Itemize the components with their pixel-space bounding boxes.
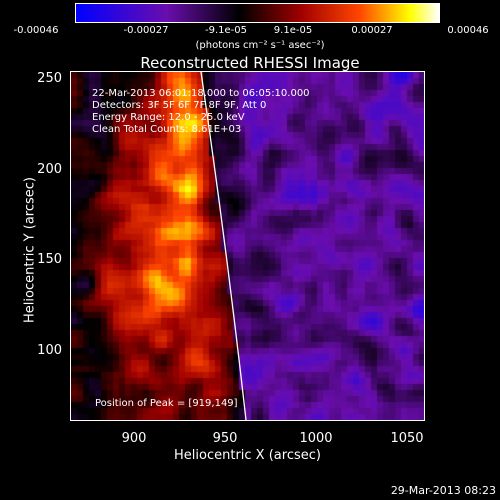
info-detectors: Detectors: 3F 5F 6F 7F 8F 9F, Att 0 xyxy=(92,100,267,111)
peak-position-label: Position of Peak = [919,149] xyxy=(95,398,238,409)
colorbar-tick: 0.00027 xyxy=(351,25,393,36)
colorbar-tick: 0.00046 xyxy=(447,25,489,36)
limb-overlay xyxy=(200,72,247,420)
info-energy-range: Energy Range: 12.0 - 25.0 keV xyxy=(92,112,245,123)
chart-title: Reconstructed RHESSI Image xyxy=(140,54,360,72)
heatmap-image xyxy=(71,72,424,420)
y-tick-label: 250 xyxy=(37,71,62,86)
colorbar-tick: 9.1e-05 xyxy=(273,25,313,36)
x-tick-label: 900 xyxy=(121,431,147,446)
colorbar-gradient xyxy=(76,4,439,22)
footer-date: 29-Mar-2013 08:23 xyxy=(390,484,496,497)
x-tick-label: 950 xyxy=(212,431,238,446)
colorbar xyxy=(75,3,440,23)
y-axis-label: Heliocentric Y (arcsec) xyxy=(22,177,38,323)
y-tick-label: 150 xyxy=(37,252,62,267)
x-tick-label: 1000 xyxy=(299,431,333,446)
colorbar-tick: -9.1e-05 xyxy=(205,25,247,36)
info-time-range: 22-Mar-2013 06:01:18.000 to 06:05:10.000 xyxy=(92,88,310,99)
info-counts: Clean Total Counts: 8.61E+03 xyxy=(92,124,242,135)
solar-limb-line xyxy=(200,72,247,420)
plot-area xyxy=(70,71,425,421)
y-tick-label: 200 xyxy=(37,162,62,177)
x-axis-label: Heliocentric X (arcsec) xyxy=(174,448,321,463)
colorbar-unit: (photons cm⁻² s⁻¹ asec⁻²) xyxy=(195,40,325,51)
colorbar-tick: -0.00027 xyxy=(123,25,169,36)
colorbar-tick: -0.00046 xyxy=(13,25,59,36)
y-tick-label: 100 xyxy=(37,343,62,358)
x-tick-label: 1050 xyxy=(390,431,424,446)
